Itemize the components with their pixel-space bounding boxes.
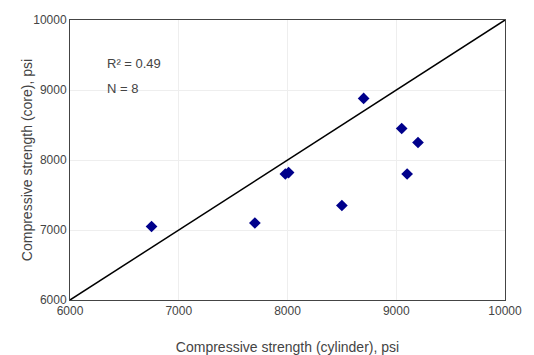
svg-text:7000: 7000 xyxy=(40,223,67,237)
svg-text:Compressive strength (core), p: Compressive strength (core), psi xyxy=(19,59,35,261)
svg-text:N = 8: N = 8 xyxy=(107,81,138,96)
svg-text:9000: 9000 xyxy=(383,304,410,318)
svg-text:9000: 9000 xyxy=(40,83,67,97)
svg-text:8000: 8000 xyxy=(274,304,301,318)
svg-text:Compressive strength (cylinder: Compressive strength (cylinder), psi xyxy=(176,339,399,355)
svg-text:10000: 10000 xyxy=(33,13,67,27)
svg-text:8000: 8000 xyxy=(40,153,67,167)
svg-text:6000: 6000 xyxy=(40,293,67,307)
svg-text:7000: 7000 xyxy=(165,304,192,318)
svg-text:10000: 10000 xyxy=(488,304,522,318)
svg-text:R² = 0.49: R² = 0.49 xyxy=(107,56,161,71)
svg-text:6000: 6000 xyxy=(57,304,84,318)
